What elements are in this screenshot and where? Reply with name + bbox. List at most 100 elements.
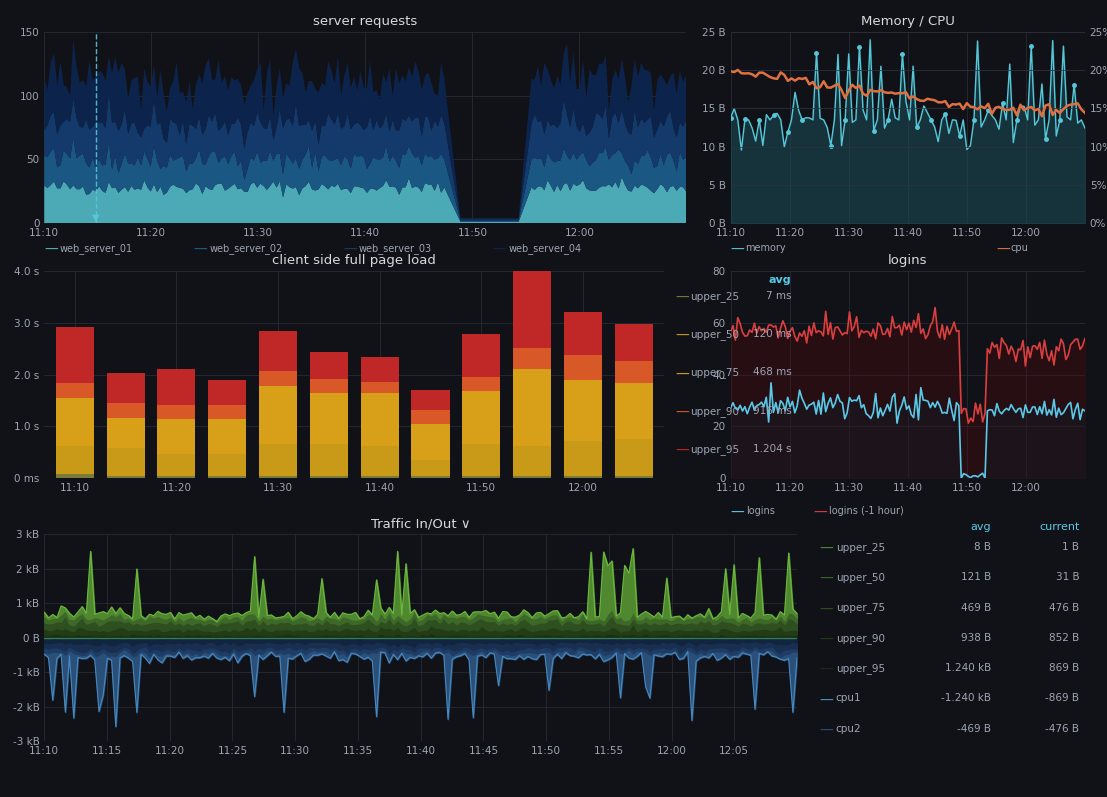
Bar <box>208 454 246 476</box>
Text: 852 B: 852 B <box>1049 633 1079 643</box>
Text: logins (-1 hour): logins (-1 hour) <box>829 506 904 516</box>
Text: ▼: ▼ <box>92 213 100 223</box>
Text: —: — <box>731 243 744 257</box>
Bar <box>259 476 297 478</box>
Bar <box>463 476 500 478</box>
Text: —: — <box>819 663 832 677</box>
Title: server requests: server requests <box>313 15 417 28</box>
Bar <box>55 474 94 478</box>
Text: upper_75: upper_75 <box>836 603 884 614</box>
Bar <box>259 386 297 444</box>
Bar <box>259 331 297 371</box>
Text: current: current <box>1039 522 1079 532</box>
Text: 1 B: 1 B <box>1063 542 1079 552</box>
Bar <box>55 446 94 474</box>
Text: avg: avg <box>970 522 991 532</box>
Text: upper_25: upper_25 <box>836 542 884 553</box>
Bar <box>513 258 551 347</box>
Bar <box>361 476 399 478</box>
Bar <box>157 454 196 476</box>
Bar <box>259 444 297 476</box>
Bar <box>106 476 145 478</box>
Bar <box>310 379 348 393</box>
Text: 916 ms: 916 ms <box>753 406 792 416</box>
Title: Traffic In/Out ∨: Traffic In/Out ∨ <box>371 517 470 530</box>
Text: —: — <box>731 506 744 520</box>
Bar <box>563 355 602 380</box>
Text: -469 B: -469 B <box>956 724 991 734</box>
Text: upper_50: upper_50 <box>836 572 884 583</box>
Bar <box>157 405 196 419</box>
Text: —: — <box>819 633 832 647</box>
Bar <box>208 405 246 419</box>
Text: upper_95: upper_95 <box>836 663 884 674</box>
Bar <box>513 476 551 478</box>
Text: upper_50: upper_50 <box>690 329 738 340</box>
Bar <box>208 380 246 405</box>
Bar <box>310 351 348 379</box>
Text: upper_75: upper_75 <box>690 367 738 379</box>
Bar <box>55 328 94 383</box>
Text: 121 B: 121 B <box>961 572 991 583</box>
Bar <box>106 448 145 476</box>
Text: —: — <box>814 506 827 520</box>
Text: 869 B: 869 B <box>1049 663 1079 673</box>
Bar <box>412 424 449 460</box>
Bar <box>412 460 449 476</box>
Bar <box>513 446 551 476</box>
Bar <box>157 419 196 454</box>
Bar <box>513 370 551 446</box>
Bar <box>361 357 399 382</box>
Text: —: — <box>493 243 506 257</box>
Bar <box>614 439 653 476</box>
Bar <box>412 410 449 424</box>
Bar <box>513 347 551 370</box>
Text: 476 B: 476 B <box>1049 603 1079 613</box>
Bar <box>310 393 348 444</box>
Bar <box>106 418 145 448</box>
Text: —: — <box>675 291 689 305</box>
Title: logins: logins <box>888 254 928 267</box>
Text: —: — <box>996 243 1010 257</box>
Text: —: — <box>819 603 832 617</box>
Title: Memory / CPU: Memory / CPU <box>861 15 954 28</box>
Text: 938 B: 938 B <box>961 633 991 643</box>
Text: cpu1: cpu1 <box>836 693 861 704</box>
Text: web_server_01: web_server_01 <box>60 243 133 254</box>
Bar <box>563 380 602 441</box>
Text: —: — <box>675 367 689 382</box>
Bar <box>412 476 449 478</box>
Text: cpu: cpu <box>1011 243 1028 253</box>
Text: 1.204 s: 1.204 s <box>753 444 792 454</box>
Bar <box>563 441 602 476</box>
Text: web_server_02: web_server_02 <box>209 243 282 254</box>
Bar <box>412 391 449 410</box>
Bar <box>614 383 653 439</box>
Text: upper_90: upper_90 <box>690 406 738 417</box>
Text: 469 B: 469 B <box>961 603 991 613</box>
Text: cpu2: cpu2 <box>836 724 861 734</box>
Bar <box>361 446 399 476</box>
Text: 7 ms: 7 ms <box>766 291 792 301</box>
Bar <box>614 476 653 478</box>
Bar <box>208 419 246 454</box>
Bar <box>463 377 500 391</box>
Text: 120 ms: 120 ms <box>753 329 792 340</box>
Bar <box>463 391 500 444</box>
Text: 1.240 kB: 1.240 kB <box>944 663 991 673</box>
Bar <box>563 312 602 355</box>
Text: —: — <box>675 329 689 344</box>
Bar <box>259 371 297 386</box>
Text: web_server_03: web_server_03 <box>359 243 432 254</box>
Text: —: — <box>819 693 832 708</box>
Bar <box>55 398 94 446</box>
Bar <box>157 370 196 405</box>
Bar <box>463 444 500 476</box>
Text: 468 ms: 468 ms <box>753 367 792 378</box>
Text: -1.240 kB: -1.240 kB <box>941 693 991 704</box>
Bar <box>106 373 145 403</box>
Text: 31 B: 31 B <box>1056 572 1079 583</box>
Bar <box>614 324 653 361</box>
Bar <box>310 444 348 476</box>
Text: upper_95: upper_95 <box>690 444 738 455</box>
